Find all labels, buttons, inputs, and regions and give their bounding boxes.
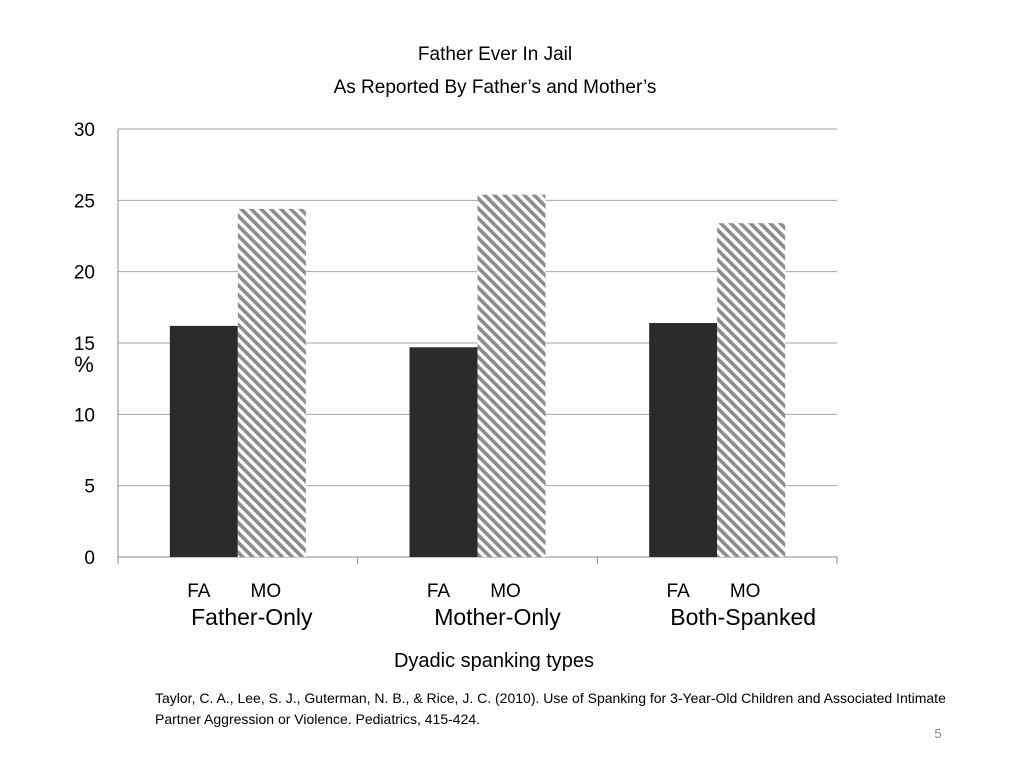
y-tick-label: 20 [74, 263, 95, 284]
bar-chart: Father Ever In Jail As Reported By Fathe… [74, 44, 838, 672]
bar-fa-father-only [169, 325, 238, 557]
y-tick-label: 0 [84, 548, 95, 569]
series-label-mo: MO [490, 581, 521, 602]
category-label: Father-Only [191, 604, 313, 630]
bar-mo-both-spanked [717, 223, 786, 557]
series-label-mo: MO [251, 581, 282, 602]
bars [169, 194, 786, 558]
category-label: Mother-Only [434, 604, 561, 630]
chart-subtitle: As Reported By Father’s and Mother’s [334, 77, 657, 98]
bar-mo-mother-only [477, 194, 546, 558]
series-label-mo: MO [730, 581, 761, 602]
series-label-fa: FA [187, 581, 211, 602]
bar-fa-mother-only [409, 347, 478, 557]
page-number: 5 [934, 726, 942, 741]
series-label-fa: FA [667, 581, 691, 602]
y-tick-label: 15 [74, 334, 95, 355]
y-tick-label: 5 [84, 477, 95, 498]
category-label: Both-Spanked [670, 604, 816, 630]
chart-title: Father Ever In Jail [418, 44, 572, 65]
y-axis-label: % [74, 352, 94, 377]
bar-fa-both-spanked [649, 323, 718, 557]
y-tick-label: 25 [74, 191, 95, 212]
bar-mo-father-only [237, 208, 306, 558]
x-axis-title: Dyadic spanking types [394, 650, 594, 672]
y-tick-label: 10 [74, 405, 95, 426]
series-label-fa: FA [427, 581, 451, 602]
y-tick-label: 30 [74, 120, 95, 141]
citation-text: Taylor, C. A., Lee, S. J., Guterman, N. … [155, 690, 946, 727]
y-axis-ticks: 0 5 10 15 20 25 30 [74, 120, 95, 569]
